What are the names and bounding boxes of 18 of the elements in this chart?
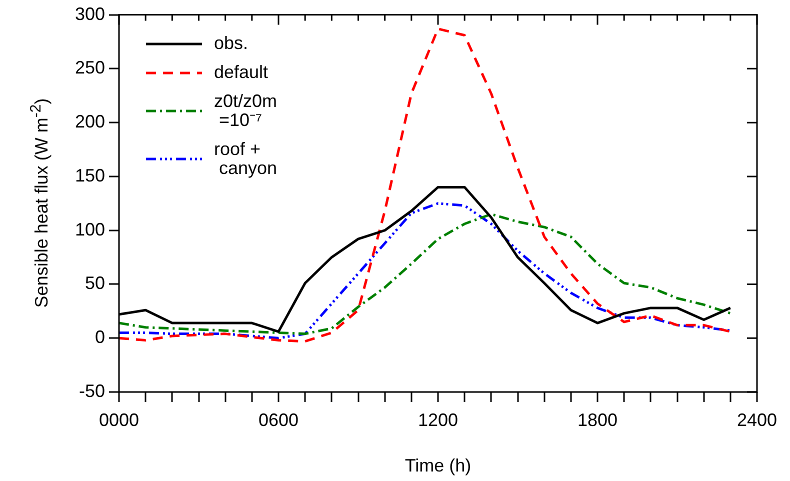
legend-label: roof + canyon xyxy=(214,139,278,178)
x-tick-label: 0000 xyxy=(98,410,140,430)
x-tick-label: 2400 xyxy=(736,410,778,430)
y-tick-label: 0 xyxy=(94,327,105,348)
x-tick-label: 0600 xyxy=(258,410,299,430)
legend-label: z0t/z0m =10⁻⁷ xyxy=(214,91,278,130)
y-tick-label: 250 xyxy=(74,58,105,78)
y-tick-label: 200 xyxy=(74,112,105,132)
y-tick-label: 100 xyxy=(74,219,105,240)
y-tick-label: 300 xyxy=(74,4,105,24)
y-tick-label: 50 xyxy=(84,273,105,294)
x-tick-label: 1800 xyxy=(577,410,618,430)
legend-label: obs. xyxy=(214,33,248,53)
x-tick-label: 1200 xyxy=(418,410,458,430)
legend-label: default xyxy=(214,62,268,82)
x-axis-title: Time (h) xyxy=(404,456,472,476)
y-tick-label: 150 xyxy=(74,165,105,186)
y-tick-label: -50 xyxy=(78,380,105,401)
